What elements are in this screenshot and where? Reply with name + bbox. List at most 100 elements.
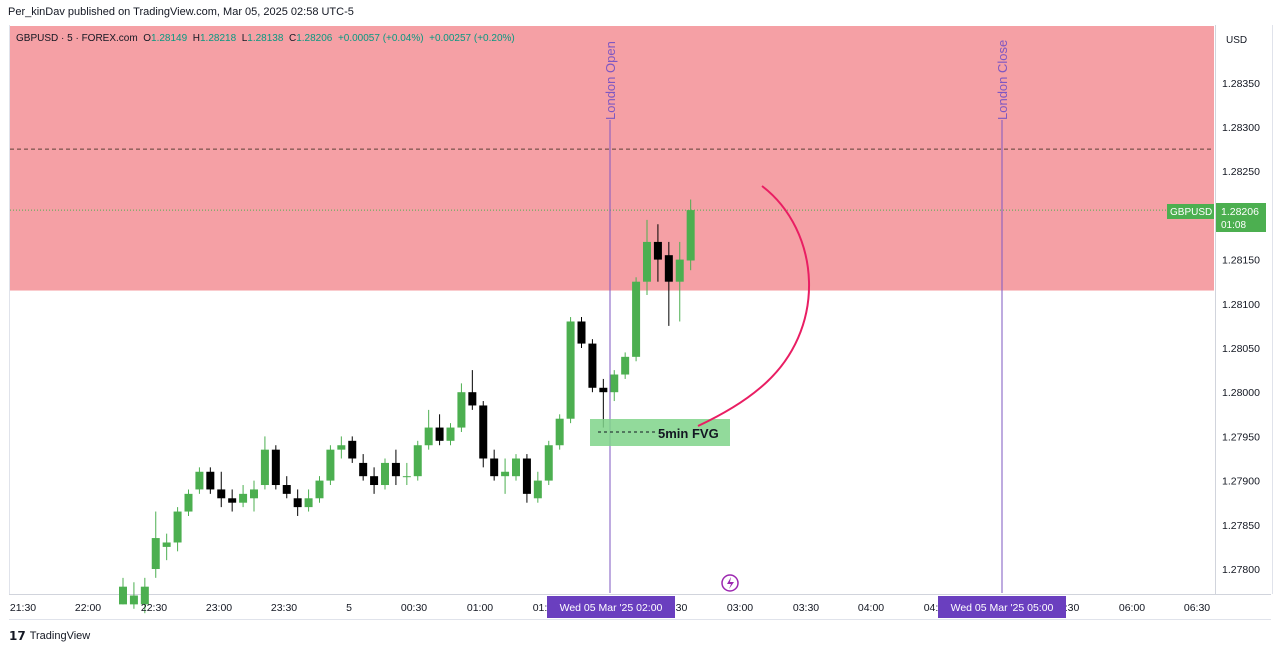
candle-body[interactable]	[610, 374, 619, 393]
candle-body[interactable]	[359, 462, 368, 477]
lightning-icon[interactable]	[721, 574, 739, 592]
price-tick-label: 1.27950	[1222, 431, 1260, 443]
candle-body[interactable]	[348, 440, 357, 459]
candle-body[interactable]	[555, 418, 564, 446]
time-tick-label: 04:	[924, 602, 939, 614]
curve-annotation[interactable]	[697, 185, 811, 427]
candle-body[interactable]	[119, 586, 127, 605]
price-tick-label: 1.28350	[1222, 78, 1260, 90]
price-tick-label: 1.28250	[1222, 166, 1260, 178]
candle-body[interactable]	[140, 586, 149, 605]
candle-body[interactable]	[282, 485, 291, 494]
candle-body[interactable]	[479, 405, 488, 459]
symbol-badge-label: GBPUSD	[1170, 207, 1212, 218]
lightning-bolt-icon	[727, 577, 734, 589]
footer-brand[interactable]: 𝟭𝟳 TradingView	[9, 629, 90, 643]
candle-body[interactable]	[173, 511, 182, 543]
candle-body[interactable]	[424, 427, 433, 446]
candle-body[interactable]	[402, 476, 411, 478]
legend-o-label: O	[143, 33, 152, 44]
candle-body[interactable]	[304, 498, 313, 508]
time-tick-label: 00:30	[401, 602, 427, 614]
candle-body[interactable]	[621, 356, 630, 375]
legend-close: 1.28206	[296, 33, 333, 44]
candle-body[interactable]	[599, 387, 608, 393]
candle-body[interactable]	[271, 449, 280, 486]
chart-pane[interactable]	[9, 25, 1216, 594]
published-line: Per_kinDav published on TradingView.com,…	[8, 6, 354, 18]
candle-body[interactable]	[675, 259, 684, 282]
legend-high: 1.28218	[199, 33, 237, 44]
close-time-tag[interactable]	[938, 596, 1066, 618]
candle-body[interactable]	[664, 255, 673, 282]
candle-body[interactable]	[239, 493, 248, 503]
london-close-label[interactable]: London Close	[995, 40, 1010, 120]
fvg-zone[interactable]	[590, 419, 730, 446]
london-open-label[interactable]: London Open	[603, 41, 618, 120]
candle-body[interactable]	[381, 462, 389, 486]
price-tick-label: 1.28050	[1222, 343, 1260, 355]
candle-body[interactable]	[260, 449, 269, 486]
candle-body[interactable]	[151, 538, 160, 569]
time-tick-label: 5	[346, 602, 352, 614]
currency-label[interactable]: USD	[1226, 35, 1248, 46]
candle-body[interactable]	[228, 498, 237, 503]
candle-body[interactable]	[686, 210, 695, 261]
candle-body[interactable]	[653, 241, 662, 260]
candle-body[interactable]	[512, 458, 520, 477]
candle-body[interactable]	[206, 471, 215, 490]
footer-brand-name: TradingView	[29, 630, 91, 642]
candle-body[interactable]	[370, 476, 379, 486]
candle-body[interactable]	[326, 449, 335, 481]
candle-body[interactable]	[533, 480, 542, 499]
candle-body[interactable]	[195, 471, 204, 490]
time-tick-label: 01:	[533, 602, 548, 614]
candle-body[interactable]	[217, 489, 226, 499]
candle-body[interactable]	[566, 321, 575, 419]
legend-symbol: GBPUSD · 5 · FOREX.com	[16, 33, 138, 44]
open-time-tag[interactable]	[547, 596, 675, 618]
price-tick-label: 1.28100	[1222, 299, 1260, 311]
time-tick-label: :30	[673, 602, 688, 614]
price-tick-label: 1.27800	[1222, 564, 1260, 576]
time-tick-label: 06:30	[1184, 602, 1210, 614]
candle-body[interactable]	[588, 343, 597, 388]
candle-body[interactable]	[522, 458, 531, 494]
time-tick-label: 23:30	[271, 602, 297, 614]
candle-body[interactable]	[315, 480, 324, 499]
time-tick-label: 21:30	[10, 602, 36, 614]
candle-body[interactable]	[337, 445, 346, 450]
candle-body[interactable]	[468, 392, 477, 406]
candle-body[interactable]	[577, 321, 586, 344]
price-axis[interactable]	[1215, 25, 1273, 594]
legend-open: 1.28149	[151, 33, 188, 44]
candle-body[interactable]	[544, 445, 553, 481]
candle-body[interactable]	[632, 281, 641, 357]
price-tick-label: 1.27850	[1222, 520, 1260, 532]
legend-low: 1.28138	[247, 33, 284, 44]
time-tick-label: 03:00	[727, 602, 753, 614]
supply-zone[interactable]	[10, 26, 1214, 291]
candle-body[interactable]	[250, 489, 258, 499]
candle-body[interactable]	[413, 445, 422, 477]
candle-body[interactable]	[391, 462, 400, 477]
candle-body[interactable]	[162, 542, 171, 547]
tradingview-logo-icon: 𝟭𝟳	[9, 629, 26, 643]
price-badge[interactable]	[1216, 203, 1266, 232]
candle-body[interactable]	[643, 241, 651, 282]
candle-body[interactable]	[293, 498, 302, 508]
price-tick-label: 1.27900	[1222, 476, 1260, 488]
price-badge-value: 1.28206	[1221, 206, 1259, 218]
candle-body[interactable]	[501, 471, 510, 477]
price-tick-label: 1.28300	[1222, 122, 1260, 134]
legend-l-label: L	[241, 33, 248, 44]
candle-body[interactable]	[446, 427, 455, 441]
candle-body[interactable]	[490, 458, 499, 477]
symbol-badge[interactable]	[1167, 204, 1214, 219]
candle-body[interactable]	[457, 392, 466, 428]
price-tick-label: 1.28000	[1222, 387, 1260, 399]
candle-body[interactable]	[435, 427, 444, 441]
candle-body[interactable]	[129, 595, 138, 605]
candle-body[interactable]	[184, 493, 193, 512]
